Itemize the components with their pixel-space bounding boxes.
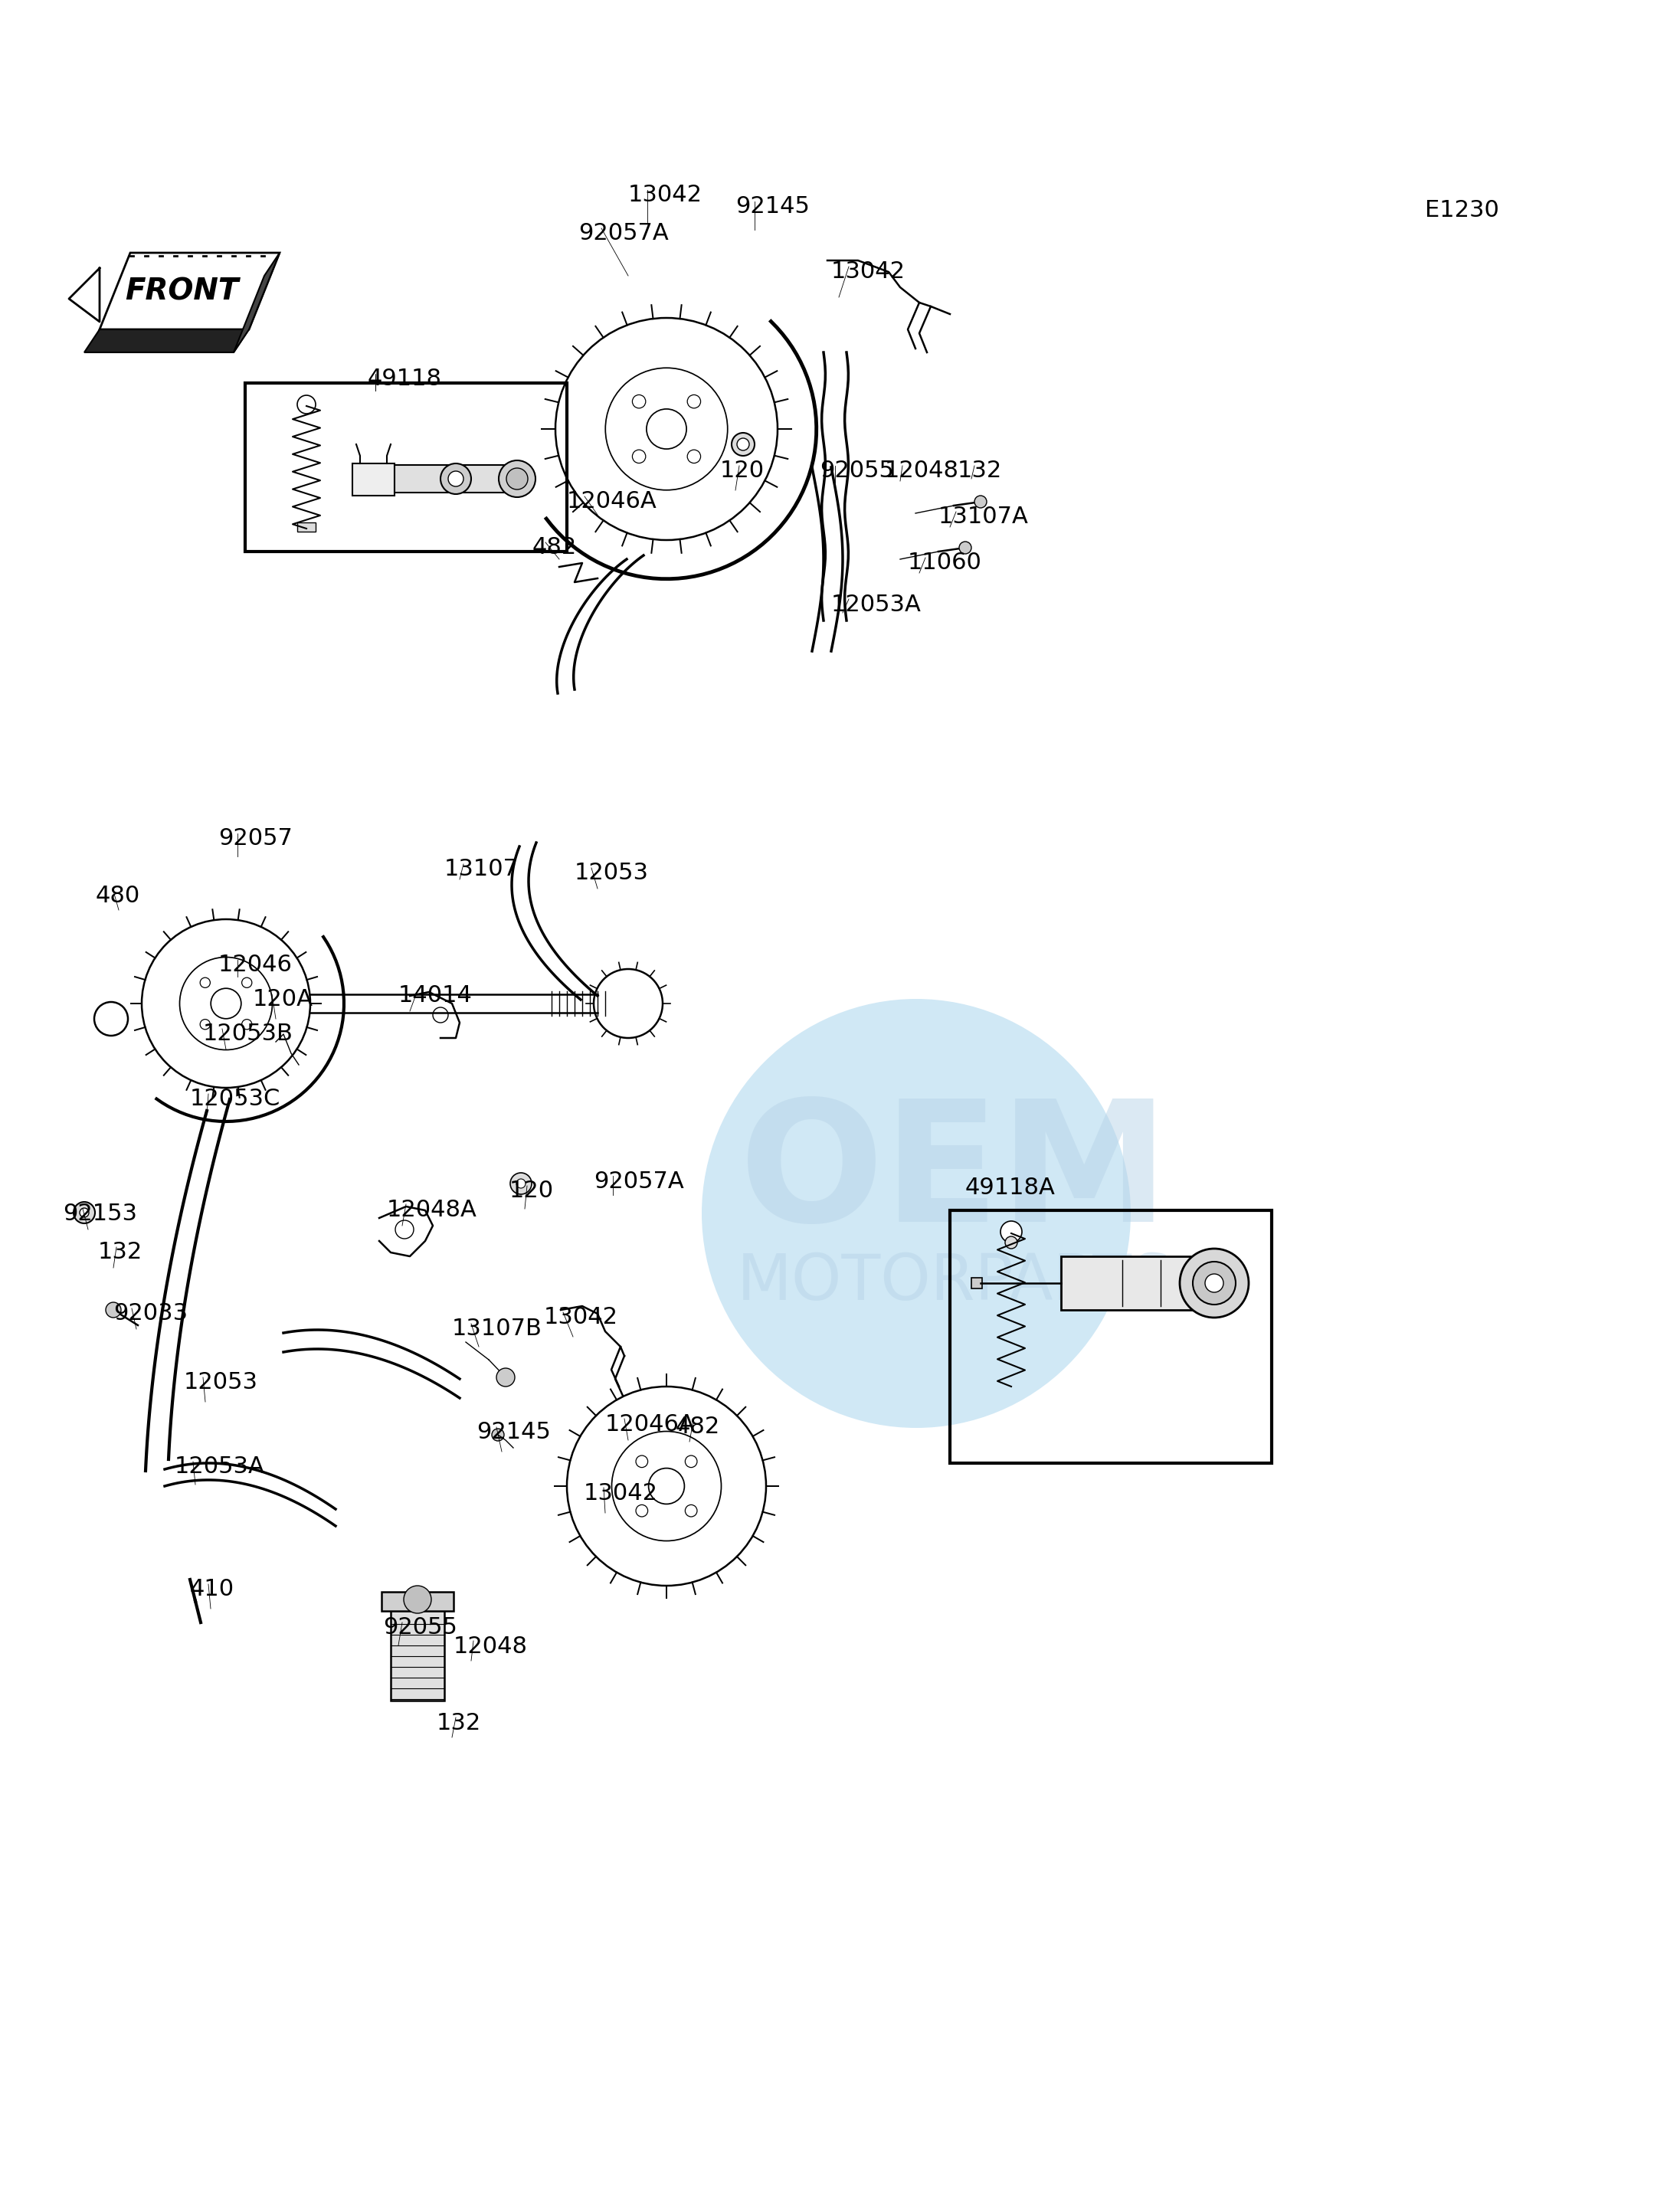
Circle shape xyxy=(499,461,536,497)
Circle shape xyxy=(738,437,749,450)
Text: 12048: 12048 xyxy=(885,459,959,481)
Text: 92055: 92055 xyxy=(383,1617,457,1639)
Bar xyxy=(353,464,395,497)
Text: 13107B: 13107B xyxy=(452,1318,543,1340)
Text: 480: 480 xyxy=(96,885,141,907)
Circle shape xyxy=(702,1000,1131,1428)
Circle shape xyxy=(731,433,754,455)
Circle shape xyxy=(74,1202,96,1224)
Bar xyxy=(297,523,316,532)
Circle shape xyxy=(647,409,687,448)
Circle shape xyxy=(496,1369,514,1386)
Circle shape xyxy=(297,395,316,413)
Circle shape xyxy=(210,989,242,1019)
Circle shape xyxy=(959,543,971,554)
Text: 13042: 13042 xyxy=(628,185,702,207)
Text: 92033: 92033 xyxy=(113,1303,188,1325)
Text: 13107A: 13107A xyxy=(939,505,1028,527)
Text: 482: 482 xyxy=(533,536,576,558)
Text: 13042: 13042 xyxy=(544,1305,618,1329)
Text: 92145: 92145 xyxy=(477,1421,551,1443)
Circle shape xyxy=(1005,1237,1018,1248)
Text: 12048A: 12048A xyxy=(386,1200,477,1222)
Text: 49118A: 49118A xyxy=(966,1178,1055,1200)
Text: 92145: 92145 xyxy=(736,196,810,218)
Circle shape xyxy=(506,468,528,490)
Circle shape xyxy=(516,1180,526,1189)
Text: 92057A: 92057A xyxy=(578,222,669,244)
Circle shape xyxy=(1205,1274,1223,1292)
Text: 13107: 13107 xyxy=(444,859,519,881)
Text: 132: 132 xyxy=(958,459,1003,481)
Text: 120: 120 xyxy=(509,1180,554,1202)
Text: 132: 132 xyxy=(437,1711,480,1733)
Bar xyxy=(245,382,566,551)
Circle shape xyxy=(1179,1248,1248,1318)
Text: 120: 120 xyxy=(721,459,764,481)
Text: 12053A: 12053A xyxy=(832,593,922,615)
Text: OEM: OEM xyxy=(739,1094,1169,1257)
Circle shape xyxy=(79,1208,89,1217)
Text: 120A: 120A xyxy=(252,989,314,1011)
Circle shape xyxy=(106,1303,121,1318)
Text: 12053: 12053 xyxy=(183,1371,259,1393)
Bar xyxy=(971,1279,983,1287)
Text: 92055: 92055 xyxy=(820,459,894,481)
Polygon shape xyxy=(234,253,279,352)
Text: 12053A: 12053A xyxy=(175,1454,265,1479)
Bar xyxy=(1062,1257,1215,1309)
Bar xyxy=(391,1602,444,1700)
Text: 12048: 12048 xyxy=(454,1635,528,1659)
Text: 12053: 12053 xyxy=(575,861,648,883)
Polygon shape xyxy=(99,253,279,330)
Text: 12046A: 12046A xyxy=(605,1413,696,1435)
Circle shape xyxy=(449,470,464,486)
Text: 12046: 12046 xyxy=(218,953,292,975)
Text: 12046A: 12046A xyxy=(566,490,657,512)
Text: 482: 482 xyxy=(675,1415,721,1437)
Circle shape xyxy=(648,1468,684,1505)
Text: 410: 410 xyxy=(190,1577,235,1599)
Text: 14014: 14014 xyxy=(398,984,472,1006)
Text: 12053C: 12053C xyxy=(190,1088,281,1109)
Text: FRONT: FRONT xyxy=(124,277,239,305)
Circle shape xyxy=(974,497,986,508)
Circle shape xyxy=(511,1173,531,1195)
Text: E1230: E1230 xyxy=(1425,200,1499,222)
Polygon shape xyxy=(84,330,249,352)
Text: 49118: 49118 xyxy=(368,367,442,389)
Text: 92057: 92057 xyxy=(218,828,292,850)
Bar xyxy=(949,1211,1272,1463)
Text: 11060: 11060 xyxy=(907,551,983,573)
Bar xyxy=(395,466,517,492)
Text: 13042: 13042 xyxy=(583,1483,659,1505)
Circle shape xyxy=(440,464,470,494)
Circle shape xyxy=(1193,1261,1236,1305)
Circle shape xyxy=(492,1428,504,1441)
Bar xyxy=(381,1593,454,1610)
Circle shape xyxy=(403,1586,432,1613)
Text: MOTORPARTS: MOTORPARTS xyxy=(736,1252,1173,1314)
Text: 12053B: 12053B xyxy=(203,1022,294,1046)
Text: 132: 132 xyxy=(97,1241,143,1263)
Text: 92057A: 92057A xyxy=(593,1171,684,1193)
Circle shape xyxy=(1001,1222,1021,1244)
Text: 13042: 13042 xyxy=(832,261,906,283)
Text: 92153: 92153 xyxy=(62,1202,138,1226)
